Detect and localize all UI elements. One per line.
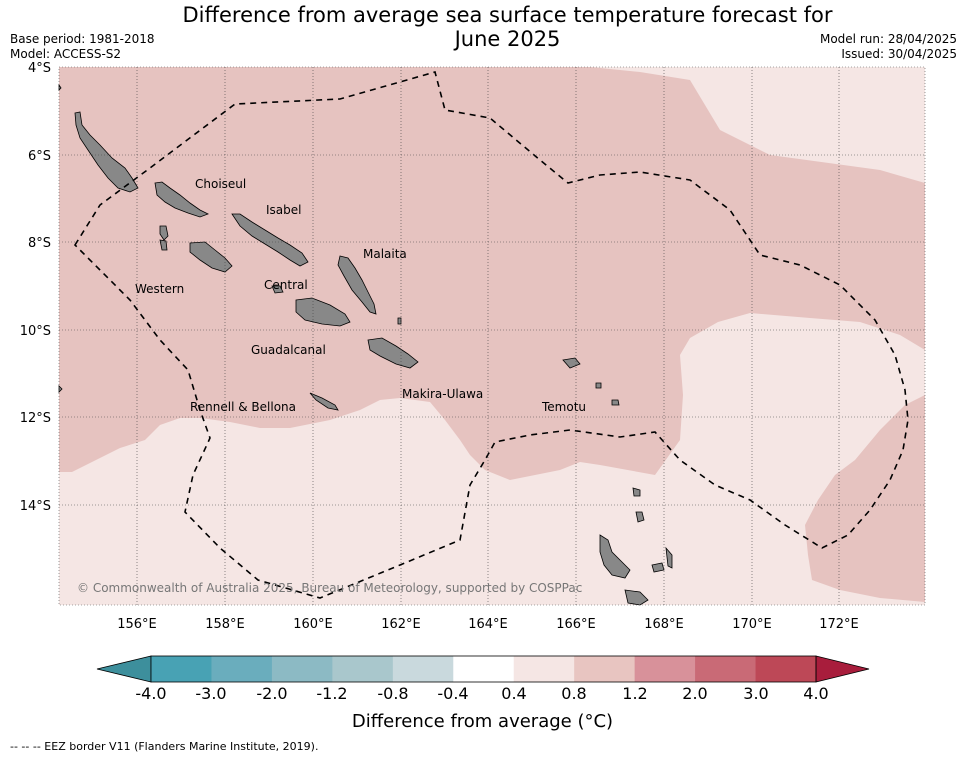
lon-tick: 172°E — [819, 617, 859, 632]
eez-border — [73, 71, 909, 599]
base-period: Base period: 1981-2018 — [10, 32, 155, 46]
colorbar-tick: 2.0 — [682, 684, 707, 703]
lat-tick: 6°S — [28, 149, 51, 164]
meta-left: Base period: 1981-2018 Model: ACCESS-S2 — [10, 32, 155, 62]
lon-tick: 166°E — [556, 617, 596, 632]
model-run: Model run: 28/04/2025 — [819, 32, 957, 46]
region-western: Western — [135, 282, 184, 296]
colorbar-tick: 3.0 — [743, 684, 768, 703]
anomaly-region-south-east — [805, 395, 925, 602]
region-labels: Choiseul Isabel Malaita Western Central … — [135, 177, 586, 414]
colorbar-cells — [151, 656, 817, 682]
region-temotu: Temotu — [541, 400, 586, 414]
lon-tick: 162°E — [381, 617, 421, 632]
colorbar-tick: 0.8 — [561, 684, 586, 703]
colorbar-cell — [755, 656, 817, 682]
colorbar-tick: -0.4 — [437, 684, 468, 703]
lat-tick: 14°S — [20, 499, 51, 514]
colorbar-tick: 4.0 — [803, 684, 828, 703]
lon-tick: 156°E — [117, 617, 157, 632]
colorbar-high-arrow — [815, 655, 870, 683]
lon-tick: 168°E — [644, 617, 684, 632]
lat-tick: 12°S — [20, 411, 51, 426]
colorbar-tick: -4.0 — [135, 684, 166, 703]
colorbar-tick: -0.8 — [377, 684, 408, 703]
lon-tick: 164°E — [468, 617, 508, 632]
colorbar-cell — [392, 656, 454, 682]
colorbar-cell — [574, 656, 636, 682]
lat-tick: 10°S — [20, 324, 51, 339]
colorbar-cell — [151, 656, 212, 682]
colorbar-cell — [453, 656, 515, 682]
lon-tick: 170°E — [732, 617, 772, 632]
map-title: Difference from average sea surface temp… — [150, 3, 865, 51]
region-isabel: Isabel — [266, 203, 301, 217]
colorbar-tick: 1.2 — [622, 684, 647, 703]
colorbar-cell — [271, 656, 333, 682]
model-name: Model: ACCESS-S2 — [10, 47, 122, 61]
region-rennell-bellona: Rennell & Bellona — [190, 400, 296, 414]
colorbar-cell — [634, 656, 696, 682]
colorbar-tick: -2.0 — [256, 684, 287, 703]
lat-tick-labels: 4°S 6°S 8°S 10°S 12°S 14°S — [20, 61, 51, 514]
region-choiseul: Choiseul — [195, 177, 246, 191]
issued-date: Issued: 30/04/2025 — [841, 47, 957, 61]
colorbar-tick: -3.0 — [195, 684, 226, 703]
anomaly-region-main — [59, 67, 925, 480]
map-frame — [58, 66, 926, 606]
region-malaita: Malaita — [363, 247, 407, 261]
colorbar-outline — [150, 655, 817, 683]
region-makira-ulawa: Makira-Ulawa — [402, 387, 483, 401]
colorbar: -4.0 -3.0 -2.0 -1.2 -0.8 -0.4 0.4 0.8 1.… — [96, 655, 870, 703]
colorbar-label: Difference from average (°C) — [351, 711, 614, 732]
colorbar-tick: 0.4 — [501, 684, 526, 703]
title-line-2: June 2025 — [454, 27, 561, 51]
eez-footnote: -- -- -- EEZ border V11 (Flanders Marine… — [10, 740, 319, 753]
lat-tick: 4°S — [28, 61, 51, 76]
colorbar-cell — [211, 656, 273, 682]
land-masses — [58, 83, 673, 606]
region-central: Central — [264, 278, 308, 292]
colorbar-low-arrow — [96, 655, 152, 683]
colorbar-tick: -1.2 — [316, 684, 347, 703]
graticule — [59, 67, 925, 605]
region-guadalcanal: Guadalcanal — [251, 343, 326, 357]
lon-tick: 158°E — [205, 617, 245, 632]
colorbar-cell — [513, 656, 575, 682]
colorbar-cell — [332, 656, 394, 682]
title-line-1: Difference from average sea surface temp… — [182, 3, 833, 27]
lat-tick: 8°S — [28, 236, 51, 251]
meta-right: Model run: 28/04/2025 Issued: 30/04/2025 — [820, 32, 957, 62]
lon-tick: 160°E — [293, 617, 333, 632]
colorbar-tick-labels: -4.0 -3.0 -2.0 -1.2 -0.8 -0.4 0.4 0.8 1.… — [135, 684, 828, 703]
lon-tick-labels: 156°E 158°E 160°E 162°E 164°E 166°E 168°… — [117, 617, 859, 632]
copyright-text: © Commonwealth of Australia 2025, Bureau… — [77, 581, 582, 595]
colorbar-cell — [695, 656, 757, 682]
